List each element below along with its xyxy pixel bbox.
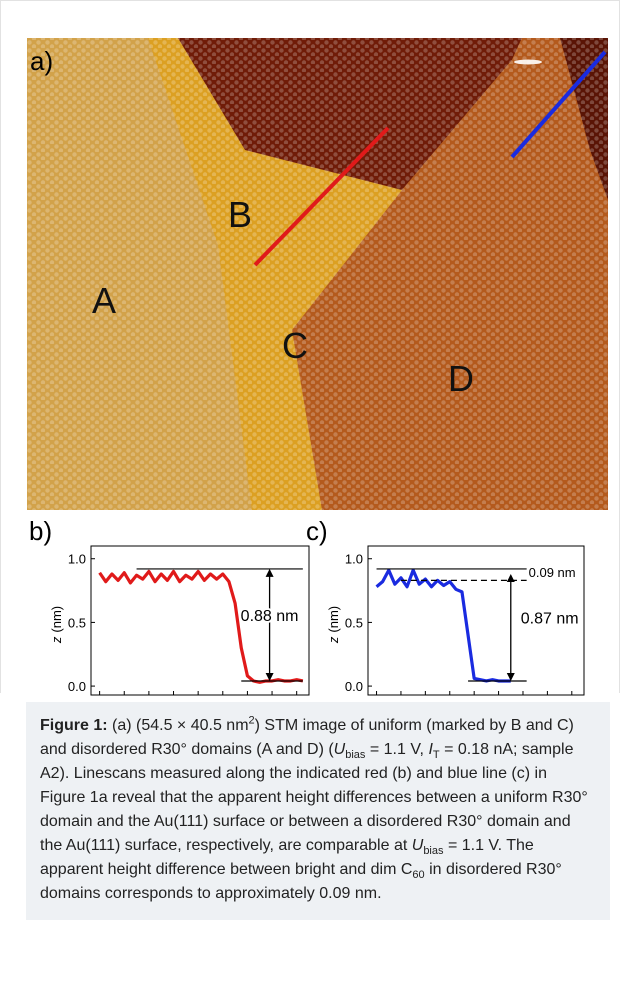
caption-label: Figure 1:	[40, 717, 108, 734]
x-tick-label: 4	[422, 698, 429, 700]
caption-text: ) STM image of uniform (marked by B and …	[40, 717, 574, 758]
x-tick-label: 14	[265, 698, 279, 700]
panel-label: c)	[306, 516, 328, 546]
x-tick-label: 16	[289, 698, 303, 700]
linescan-red	[253, 126, 390, 267]
x-tick-label: 8	[195, 698, 202, 700]
data-line	[98, 569, 304, 684]
caption-text: = 1.1 V. The apparent height difference …	[40, 837, 534, 878]
domain-label: C	[282, 325, 308, 366]
x-tick-label: 12	[240, 698, 254, 700]
x-tick-label: 0	[373, 698, 380, 700]
linescan-chart: b)02468101214160.00.51.0x(nm)z(nm)0.88 n…	[29, 516, 310, 700]
x-tick-label: 10	[216, 698, 230, 700]
caption: Figure 1: (a) (54.5 × 40.5 nm2) STM imag…	[26, 702, 610, 920]
x-tick-label: 2	[121, 698, 128, 700]
domain-label: B	[228, 194, 252, 235]
y-axis-unit: (nm)	[326, 606, 341, 633]
caption-text: = 1.1 V,	[365, 741, 429, 758]
arrow-head	[506, 672, 515, 681]
x-tick-label: 4	[145, 698, 152, 700]
height-label: 0.88 nm	[241, 608, 299, 625]
x-tick-label: 6	[170, 698, 177, 700]
linescan-blue	[510, 50, 607, 159]
arrow-head	[506, 574, 515, 583]
y-axis-unit: (nm)	[49, 606, 64, 633]
y-tick-label: 0.5	[345, 615, 363, 630]
caption-text: U	[333, 741, 346, 758]
stm-image	[27, 38, 608, 510]
caption-text: (a) (54.5 × 40.5 nm	[112, 717, 249, 734]
y-tick-label: 0.0	[68, 679, 86, 694]
panel-label: b)	[29, 516, 52, 546]
caption-text: bias	[423, 845, 444, 858]
x-tick-label: 14	[540, 698, 554, 700]
y-axis-label: z (nm)	[326, 606, 341, 644]
caption-text: T	[432, 749, 440, 762]
x-tick-label: 6	[446, 698, 453, 700]
domain-label: D	[448, 358, 474, 399]
y-tick-label: 1.0	[345, 552, 363, 567]
arrow-head	[265, 672, 274, 681]
caption-text: bias	[345, 749, 366, 762]
caption-text: U	[411, 837, 424, 854]
y-tick-label: 1.0	[68, 552, 86, 567]
y-tick-label: 0.5	[68, 615, 86, 630]
linescan-chart: c)02468101214160.00.51.0x(nm)z(nm)0.09 n…	[306, 516, 585, 700]
x-tick-label: 16	[565, 698, 579, 700]
y-axis-symbol: z	[49, 636, 64, 644]
arrow-head	[265, 568, 274, 577]
x-tick-label: 10	[491, 698, 505, 700]
plot-frame	[90, 545, 310, 696]
reference-label: 0.09 nm	[529, 565, 576, 580]
y-tick-label: 0.0	[345, 679, 363, 694]
x-tick-label: 12	[516, 698, 530, 700]
caption-text: I	[428, 741, 433, 758]
caption-text: 2	[248, 714, 255, 727]
y-axis-label: z (nm)	[49, 606, 64, 644]
figure: a) A B C D b)02468101214160.00.51.0x(nm)…	[27, 38, 608, 700]
caption-text: = 0.18 nA; sample A2). Linescans measure…	[40, 741, 588, 854]
domain-label: A	[92, 280, 116, 321]
caption-text: in disordered R30° domains corresponds t…	[40, 861, 562, 902]
x-tick-label: 8	[471, 698, 478, 700]
caption-text: 60	[412, 869, 425, 882]
x-tick-label: 0	[96, 698, 103, 700]
height-label: 0.87 nm	[521, 611, 579, 628]
panel-label: a)	[30, 46, 53, 76]
data-line	[375, 568, 511, 683]
y-axis-symbol: z	[326, 636, 341, 644]
plot-frame	[367, 545, 585, 696]
x-tick-label: 2	[397, 698, 404, 700]
